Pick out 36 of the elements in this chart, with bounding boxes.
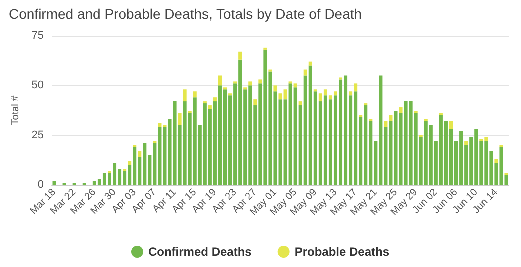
bar	[304, 70, 308, 76]
bar	[218, 76, 222, 86]
y-tick-label: 0	[38, 179, 44, 191]
bar	[449, 121, 454, 130]
bar	[183, 90, 187, 102]
y-tick-label: 50	[32, 80, 44, 92]
bar	[464, 141, 468, 146]
bar	[213, 98, 217, 102]
bar	[399, 108, 403, 114]
bar	[308, 62, 312, 66]
legend-label: Confirmed Deaths	[148, 245, 252, 259]
bar	[178, 113, 182, 126]
bar	[328, 96, 332, 100]
bar	[334, 92, 338, 96]
bar	[52, 181, 56, 185]
bar	[238, 52, 242, 60]
bar	[128, 161, 132, 166]
bar	[193, 92, 197, 98]
bar	[384, 121, 388, 128]
bar	[389, 115, 393, 122]
bar	[294, 84, 298, 88]
bar	[138, 151, 142, 158]
bar	[354, 84, 358, 92]
bar	[254, 100, 258, 106]
y-axis-title: Total #	[10, 95, 22, 126]
y-tick-label: 75	[32, 30, 44, 42]
bar	[274, 86, 278, 92]
bar	[258, 80, 262, 84]
bar	[208, 106, 212, 110]
bar	[248, 82, 252, 86]
legend-label: Probable Deaths	[294, 245, 390, 259]
bar	[349, 92, 353, 96]
bar	[298, 102, 302, 106]
y-tick-label: 25	[32, 129, 44, 142]
bar	[494, 159, 498, 164]
chart-title: Confirmed and Probable Deaths, Totals by Date of Death	[9, 6, 362, 22]
